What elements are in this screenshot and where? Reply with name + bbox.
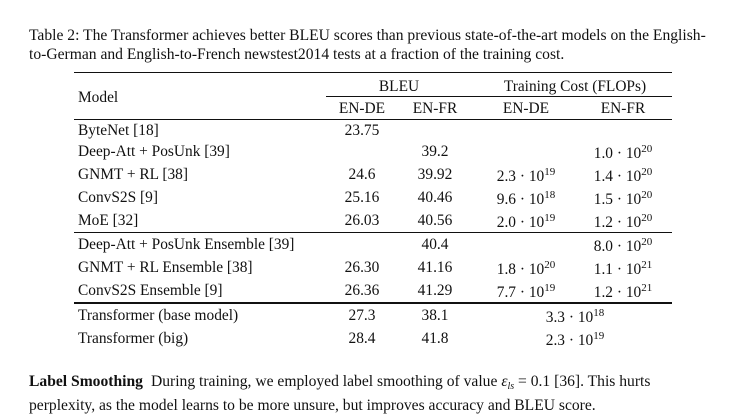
cell-cost-en-fr: 1.2 · 1021 [593, 282, 653, 301]
table-row: Deep-Att + PosUnk [39] 39.2 1.0 · 1020 [74, 140, 672, 163]
exponent: 20 [641, 189, 653, 201]
exponent: 19 [593, 330, 605, 342]
table-header-row-1: Model BLEU Training Cost (FLOPs) [74, 72, 672, 106]
cell-cost-en-de: 2.0 · 1019 [496, 212, 556, 231]
epsilon-symbol: ε [501, 373, 508, 390]
exponent: 20 [641, 166, 653, 178]
paragraph-text-before: During training, we employed label smoot… [150, 373, 502, 390]
cell-model: ConvS2S Ensemble [9] [78, 282, 223, 299]
cell-model: ConvS2S [9] [78, 189, 158, 206]
cell-bleu-en-de [326, 140, 398, 163]
epsilon-subscript: ls [507, 381, 515, 392]
cell-bleu-en-fr: 39.2 [421, 143, 449, 160]
cell-model: ByteNet [18] [78, 121, 159, 139]
table-row: ConvS2S [9] 25.16 40.46 9.6 · 1018 1.5 ·… [74, 186, 672, 209]
cell-cost-en-fr [574, 120, 672, 141]
paragraph-heading: Label Smoothing [29, 373, 143, 390]
cell-cost-en-fr: 8.0 · 1020 [593, 236, 653, 255]
cell-cost-en-de [472, 140, 574, 163]
cell-bleu-en-fr: 40.56 [417, 212, 453, 229]
exponent: 18 [593, 307, 605, 319]
table-row: ConvS2S Ensemble [9] 26.36 41.29 7.7 · 1… [74, 279, 672, 303]
cell-cost-en-de: 9.6 · 1018 [496, 189, 556, 208]
cell-bleu-en-fr: 41.8 [421, 330, 449, 347]
table-row: ByteNet [18] 23.75 [74, 119, 672, 141]
cell-cost-en-de [472, 120, 574, 141]
cell-cost-en-de: 1.8 · 1020 [496, 259, 556, 278]
header-model: Model [78, 89, 119, 106]
cell-model: Transformer (big) [78, 330, 189, 347]
cell-bleu-en-fr: 38.1 [421, 307, 449, 324]
cell-cost-en-fr: 1.2 · 1020 [593, 212, 653, 231]
cell-bleu-en-fr: 39.92 [417, 166, 453, 183]
header-bleu: BLEU [326, 72, 472, 97]
exponent: 20 [641, 143, 653, 155]
cell-bleu-en-de: 28.4 [348, 330, 376, 347]
cell-model: Transformer (base model) [78, 307, 239, 324]
exponent: 21 [641, 259, 653, 271]
cell-cost-en-de: 7.7 · 1019 [496, 282, 556, 301]
cell-bleu-en-de [326, 233, 398, 257]
cell-model: Deep-Att + PosUnk Ensemble [39] [78, 236, 295, 253]
header-cost-en-de: EN-DE [502, 99, 550, 117]
cell-cost-en-fr: 1.0 · 1020 [593, 143, 653, 162]
exponent: 19 [544, 212, 556, 224]
cell-cost-merged: 2.3 · 1019 [545, 330, 605, 349]
cell-bleu-en-fr: 40.46 [417, 189, 453, 206]
cell-bleu-en-de: 26.03 [344, 212, 380, 229]
cell-bleu-en-fr: 41.29 [417, 282, 453, 299]
cell-bleu-en-de: 26.30 [344, 259, 380, 276]
cell-model: GNMT + RL [38] [78, 166, 188, 183]
table-caption: Table 2: The Transformer achieves better… [29, 27, 706, 63]
exponent: 20 [544, 259, 556, 271]
exponent: 20 [641, 236, 653, 248]
table-row: GNMT + RL Ensemble [38] 26.30 41.16 1.8 … [74, 256, 672, 279]
cell-bleu-en-de: 23.75 [344, 121, 380, 139]
cell-model: MoE [32] [78, 212, 139, 229]
table-header-row-2: EN-DE EN-FR EN-DE EN-FR [74, 97, 672, 120]
cell-bleu-en-de: 27.3 [348, 307, 376, 324]
exponent: 20 [641, 212, 653, 224]
cell-bleu-en-de: 24.6 [348, 166, 376, 183]
cell-bleu-en-fr [398, 120, 472, 141]
header-training-cost: Training Cost (FLOPs) [472, 72, 672, 97]
cell-bleu-en-de: 25.16 [344, 189, 380, 206]
cell-cost-en-de: 2.3 · 1019 [496, 166, 556, 185]
exponent: 21 [641, 282, 653, 294]
exponent: 19 [544, 282, 556, 294]
cell-bleu-en-fr: 41.16 [417, 259, 453, 276]
cell-model: Deep-Att + PosUnk [39] [78, 143, 230, 160]
table-row: MoE [32] 26.03 40.56 2.0 · 1019 1.2 · 10… [74, 209, 672, 233]
cell-cost-en-fr: 1.5 · 1020 [593, 189, 653, 208]
cell-cost-en-de [472, 233, 574, 257]
cell-model: GNMT + RL Ensemble [38] [78, 259, 253, 276]
table-row: GNMT + RL [38] 24.6 39.92 2.3 · 1019 1.4… [74, 163, 672, 186]
paragraph-text-after: = 0.1 [36]. This hurts perplexity, as th… [29, 373, 651, 414]
cell-cost-en-fr: 1.4 · 1020 [593, 166, 653, 185]
header-bleu-en-de: EN-DE [338, 99, 386, 117]
table-row: Transformer (big) 28.4 41.8 2.3 · 1019 [74, 327, 672, 350]
header-bleu-en-fr: EN-FR [412, 99, 458, 117]
label-smoothing-paragraph: Label Smoothing During training, we emplo… [29, 372, 709, 415]
cell-bleu-en-fr: 40.4 [421, 236, 449, 253]
cell-cost-merged: 3.3 · 1018 [545, 307, 605, 326]
table-row: Deep-Att + PosUnk Ensemble [39] 40.4 8.0… [74, 232, 672, 257]
cell-bleu-en-de: 26.36 [344, 282, 380, 299]
table-row: Transformer (base model) 27.3 38.1 3.3 ·… [74, 303, 672, 327]
cell-cost-en-fr: 1.1 · 1021 [593, 259, 653, 278]
exponent: 19 [544, 166, 556, 178]
results-table: Model BLEU Training Cost (FLOPs) EN-DE E… [74, 72, 672, 350]
exponent: 18 [544, 189, 556, 201]
header-cost-en-fr: EN-FR [600, 99, 646, 117]
